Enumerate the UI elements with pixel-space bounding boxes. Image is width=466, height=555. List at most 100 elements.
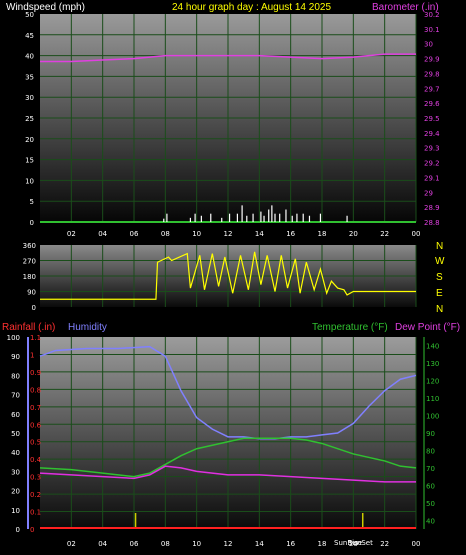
barometer-line: [40, 53, 416, 63]
bottom-x-tick: 20: [349, 540, 358, 548]
temperature-tick-label: 140: [426, 343, 439, 351]
top-x-tick: 04: [98, 230, 107, 238]
bottom-x-tick: 14: [255, 540, 264, 548]
wind-direction-line: [40, 251, 416, 300]
barometer-tick-label: 30.2: [424, 11, 440, 19]
temperature-tick-label: 110: [426, 395, 439, 403]
barometer-tick-label: 30: [424, 41, 433, 49]
direction-letter-n-top: N: [436, 241, 443, 252]
barometer-tick-label: 29: [424, 189, 433, 197]
rainfall-tick-label: 0.2: [30, 491, 41, 499]
barometer-tick-label: 29.9: [424, 56, 440, 64]
barometer-tick-label: 29.5: [424, 115, 440, 123]
windspeed-tick-label: 35: [25, 73, 34, 81]
top-x-tick: 10: [192, 230, 201, 238]
temperature-tick-label: 40: [426, 517, 435, 525]
barometer-axis-title: Barometer (.in): [372, 2, 439, 13]
windspeed-tick-label: 15: [25, 157, 34, 165]
humidity-tick-label: 90: [11, 353, 20, 361]
bottom-x-tick: 22: [380, 540, 389, 548]
top-x-tick: 12: [224, 230, 233, 238]
bottom-x-tick: 04: [98, 540, 107, 548]
temperature-axis-title: Temperature (°F): [312, 322, 388, 333]
top-x-tick: 16: [286, 230, 295, 238]
direction-letter-e: E: [436, 288, 443, 299]
top-x-tick: 20: [349, 230, 358, 238]
humidity-tick-label: 60: [11, 411, 20, 419]
rainfall-tick-label: 1.1: [30, 334, 41, 342]
humidity-tick-label: 50: [11, 430, 20, 438]
top-x-tick: 06: [130, 230, 139, 238]
windspeed-tick-label: 5: [30, 198, 34, 206]
barometer-tick-label: 30.1: [424, 26, 440, 34]
barometer-tick-label: 29.7: [424, 85, 440, 93]
windspeed-tick-label: 40: [25, 53, 34, 61]
top-x-tick: 22: [380, 230, 389, 238]
windspeed-tick-label: 30: [25, 94, 34, 102]
top-x-tick: 00: [412, 230, 421, 238]
chart-date-title: 24 hour graph day : August 14 2025: [172, 2, 331, 13]
humidity-tick-label: 80: [11, 372, 20, 380]
humidity-axis-title: Humidity: [68, 322, 107, 333]
windspeed-tick-label: 10: [25, 177, 34, 185]
direction-tick-label: 180: [23, 273, 36, 281]
rainfall-axis-title: Rainfall (.in): [2, 322, 55, 333]
rainfall-tick-label: 0.8: [30, 386, 41, 394]
top-x-tick: 18: [318, 230, 327, 238]
windspeed-tick-label: 20: [25, 136, 34, 144]
rainfall-tick-label: 0.5: [30, 439, 41, 447]
rainfall-tick-label: 0.9: [30, 369, 41, 377]
temperature-tick-label: 60: [426, 482, 435, 490]
rainfall-tick-label: 0.4: [30, 456, 42, 464]
bottom-x-tick: 10: [192, 540, 201, 548]
temperature-tick-label: 80: [426, 447, 435, 455]
rainfall-tick-label: 0.6: [30, 421, 42, 429]
rainfall-tick-label: 0: [30, 526, 34, 534]
temperature-tick-label: 120: [426, 378, 439, 386]
dew-point-axis-title: Dew Point (°F): [395, 322, 460, 333]
bottom-x-tick: 00: [412, 540, 421, 548]
direction-letter-w: W: [435, 256, 445, 267]
sunset-label: SunSet: [348, 539, 373, 547]
humidity-tick-label: 10: [11, 507, 20, 515]
direction-letter-n-bottom: N: [436, 304, 443, 315]
direction-tick-label: 360: [23, 242, 36, 250]
sunrise-label: SunRise: [334, 539, 362, 547]
barometer-tick-label: 28.9: [424, 204, 440, 212]
humidity-tick-label: 70: [11, 392, 20, 400]
windspeed-tick-label: 50: [25, 11, 34, 19]
direction-letter-s: S: [436, 272, 443, 283]
barometer-tick-label: 29.2: [424, 160, 440, 168]
temperature-tick-label: 90: [426, 430, 435, 438]
direction-tick-label: 0: [32, 304, 36, 312]
bottom-x-tick: 12: [224, 540, 233, 548]
direction-tick-label: 270: [23, 258, 36, 266]
barometer-tick-label: 29.3: [424, 145, 440, 153]
temperature-line: [39, 437, 417, 478]
rainfall-tick-label: 1: [30, 351, 34, 359]
top-x-tick: 14: [255, 230, 264, 238]
humidity-tick-label: 40: [11, 449, 20, 457]
bottom-x-tick: 02: [67, 540, 76, 548]
top-x-tick: 08: [161, 230, 170, 238]
rainfall-tick-label: 0.3: [30, 474, 41, 482]
temperature-tick-label: 130: [426, 360, 439, 368]
temperature-tick-label: 70: [426, 465, 435, 473]
rainfall-tick-label: 0.7: [30, 404, 41, 412]
barometer-tick-label: 29.6: [424, 100, 440, 108]
bottom-x-tick: 06: [130, 540, 139, 548]
barometer-tick-label: 28.8: [424, 219, 440, 227]
bottom-x-tick: 16: [286, 540, 295, 548]
bottom-x-tick: 08: [161, 540, 170, 548]
windspeed-tick-label: 25: [25, 115, 34, 123]
dew-point-line: [39, 465, 416, 483]
rainfall-tick-label: 0.1: [30, 509, 41, 517]
temperature-tick-label: 100: [426, 413, 439, 421]
humidity-tick-label: 30: [11, 468, 20, 476]
barometer-tick-label: 29.4: [424, 130, 440, 138]
windspeed-axis-title: Windspeed (mph): [6, 2, 85, 13]
humidity-tick-label: 100: [7, 334, 20, 342]
barometer-tick-label: 29.8: [424, 70, 440, 78]
windspeed-tick-label: 0: [30, 219, 34, 227]
